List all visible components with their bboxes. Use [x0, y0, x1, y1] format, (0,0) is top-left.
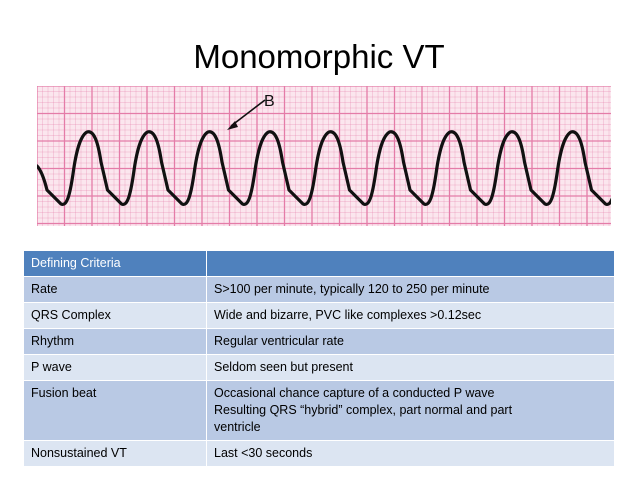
ecg-grid-major: [37, 86, 611, 226]
header-criteria: Defining Criteria: [23, 250, 207, 277]
ecg-trace: [37, 130, 611, 206]
criteria-value: S>100 per minute, typically 120 to 250 p…: [206, 276, 615, 303]
ecg-strip: B: [37, 86, 611, 226]
ecg-strip-graphic: B: [37, 86, 611, 226]
annotation-label-b: B: [264, 93, 275, 110]
criteria-value: Last <30 seconds: [206, 440, 615, 467]
criteria-value-line: S>100 per minute, typically 120 to 250 p…: [214, 282, 490, 296]
criteria-label: P wave: [23, 354, 207, 381]
table-row: Fusion beat Occasional chance capture of …: [23, 380, 615, 441]
table-header-row: Defining Criteria: [23, 250, 615, 277]
criteria-value-line: Wide and bizarre, PVC like complexes >0.…: [214, 308, 482, 322]
criteria-value-line: ventricle: [214, 420, 261, 434]
criteria-value-line: Resulting QRS “hybrid” complex, part nor…: [214, 403, 513, 417]
criteria-value-line: Occasional chance capture of a conducted…: [214, 386, 495, 400]
criteria-value-line: Seldom seen but present: [214, 360, 353, 374]
table-row: QRS Complex Wide and bizarre, PVC like co…: [23, 302, 615, 329]
criteria-label: Nonsustained VT: [23, 440, 207, 467]
table-row: Nonsustained VT Last <30 seconds: [23, 440, 615, 467]
criteria-label: QRS Complex: [23, 302, 207, 329]
criteria-value: Wide and bizarre, PVC like complexes >0.…: [206, 302, 615, 329]
table-row: Rhythm Regular ventricular rate: [23, 328, 615, 355]
criteria-value: Regular ventricular rate: [206, 328, 615, 355]
table-row: Rate S>100 per minute, typically 120 to 2…: [23, 276, 615, 303]
slide-title: Monomorphic VT: [193, 38, 445, 75]
criteria-value-line: Last <30 seconds: [214, 446, 313, 460]
criteria-label: Rate: [23, 276, 207, 303]
criteria-table: Defining Criteria Rate S>100 per minute, …: [23, 250, 615, 467]
criteria-label: Rhythm: [23, 328, 207, 355]
annotation-arrowhead: [227, 121, 238, 130]
criteria-label: Fusion beat: [23, 380, 207, 441]
criteria-value: Occasional chance capture of a conducted…: [206, 380, 615, 441]
criteria-value-line: Regular ventricular rate: [214, 334, 344, 348]
header-value: [206, 250, 615, 277]
table-row: P wave Seldom seen but present: [23, 354, 615, 381]
criteria-value: Seldom seen but present: [206, 354, 615, 381]
annotation-arrow: [230, 99, 266, 127]
